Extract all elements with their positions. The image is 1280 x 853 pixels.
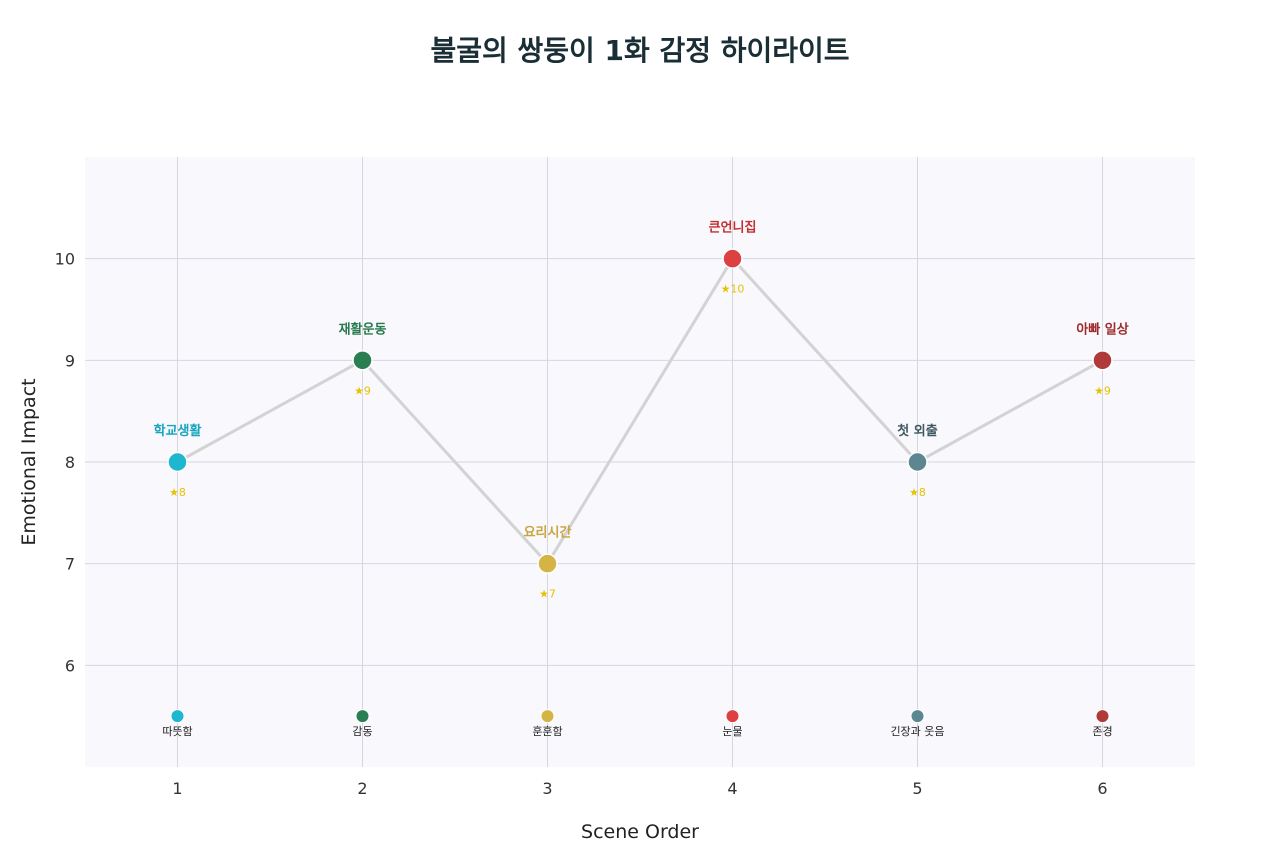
scene-label: 큰언니집 [709,220,757,236]
star-rating-label: ★8 [169,486,186,499]
data-point [537,553,558,574]
x-tick-label: 3 [542,779,552,798]
emotion-point [355,709,370,724]
emotion-label: 눈물 [722,725,742,738]
scene-label: 첫 외출 [897,423,937,439]
emotion-label: 훈훈함 [532,725,562,738]
scene-label: 아빠 일상 [1076,321,1128,337]
emotion-label: 감동 [352,725,372,738]
star-rating-label: ★10 [721,283,745,296]
x-tick-label: 6 [1097,779,1107,798]
x-tick-label: 2 [357,779,367,798]
x-tick-label: 1 [172,779,182,798]
data-marks: 학교생활 ★8 따뜻함 재활운동 ★9 감동 요리시간 ★7 훈훈함 큰언니집 ★10 눈물 첫 외출 ★… [154,220,1129,739]
data-point [907,451,928,473]
star-rating-label: ★7 [539,588,556,601]
x-axis-title: Scene Order [581,821,699,843]
y-axis-title: Emotional Impact [18,378,40,545]
emotion-point [170,709,185,724]
scene-label: 요리시간 [524,525,572,541]
y-axis-ticks: 6 7 8 9 10 [55,250,75,676]
emotion-point [1095,709,1110,724]
emotion-point [540,709,555,724]
x-axis-ticks: 1 2 3 4 5 6 [172,779,1107,798]
series-line [176,257,1104,566]
y-tick-label: 6 [65,656,75,675]
data-point [1092,350,1113,371]
scene-label: 학교생활 [154,423,202,439]
y-tick-label: 8 [65,453,75,472]
y-tick-label: 7 [65,555,75,574]
emotion-label: 존경 [1092,725,1112,738]
x-tick-label: 4 [727,779,737,798]
x-tick-label: 5 [912,779,922,798]
chart-title: 불굴의 쌍둥이 1화 감정 하이라이트 [430,34,849,67]
emotion-point [725,709,740,724]
emotion-point [910,709,925,724]
emotion-label: 따뜻함 [162,725,192,738]
emotion-label: 긴장과 웃음 [890,725,944,738]
scene-label: 재활운동 [339,321,387,337]
star-rating-label: ★9 [1094,384,1111,397]
star-rating-label: ★9 [354,384,371,397]
data-point [722,248,743,269]
data-point [167,451,188,473]
y-tick-label: 9 [65,351,75,370]
star-rating-label: ★8 [909,486,926,499]
y-tick-label: 10 [55,250,75,269]
data-point [352,350,373,371]
